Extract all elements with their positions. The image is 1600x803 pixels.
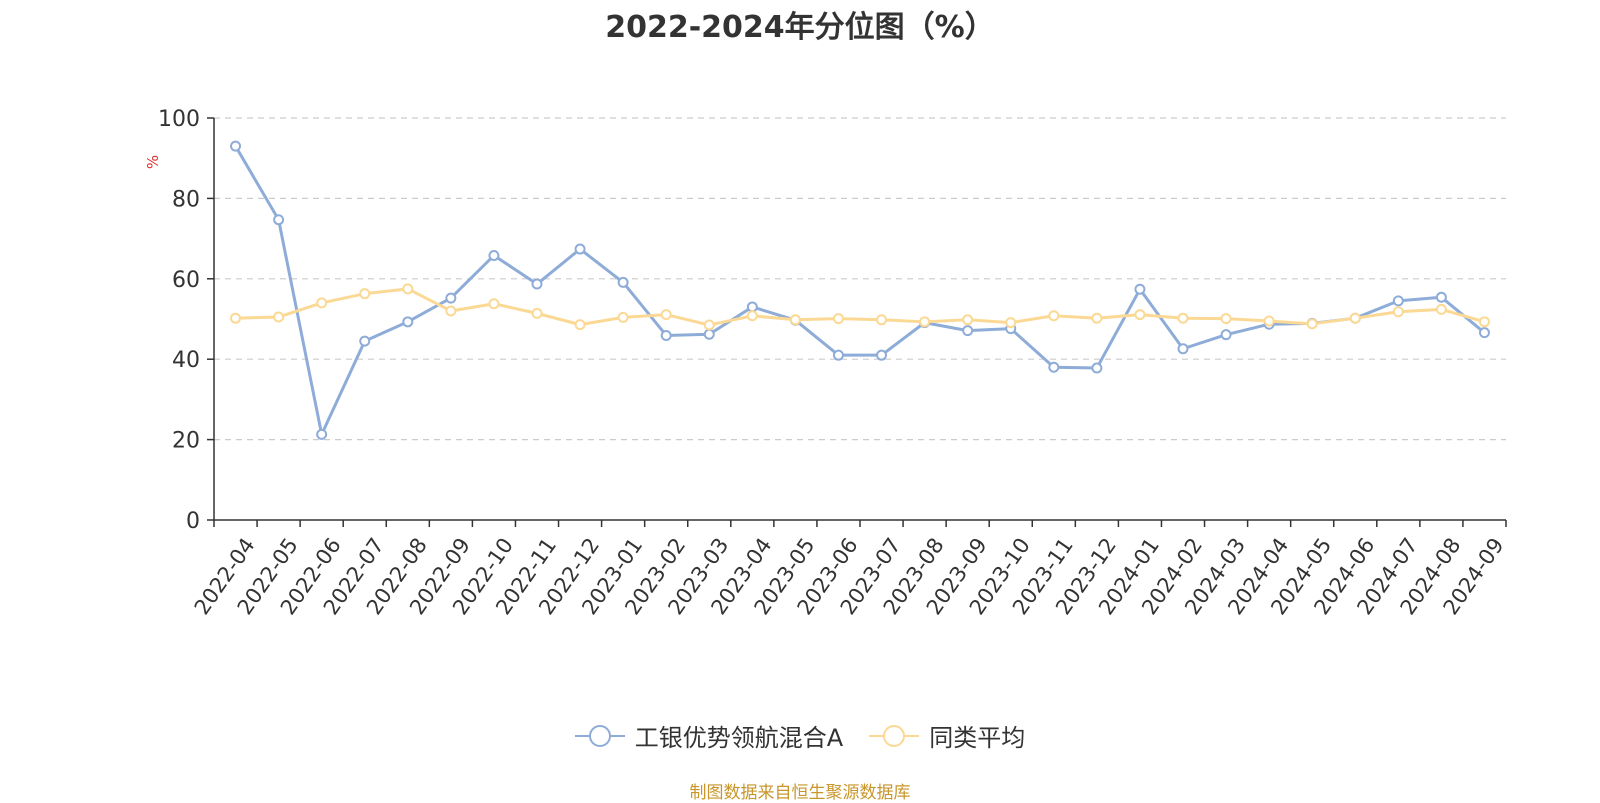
series-1-point-2023-11 bbox=[1048, 310, 1060, 322]
series-1-point-2022-11 bbox=[531, 307, 543, 319]
series-1-point-2023-04 bbox=[746, 310, 758, 322]
series-1-point-2022-08 bbox=[402, 283, 414, 295]
series-1-point-2024-05 bbox=[1306, 318, 1318, 330]
series-1-point-2022-07 bbox=[359, 288, 371, 300]
y-tick-label-100: 100 bbox=[158, 107, 200, 132]
source-note: 制图数据来自恒生聚源数据库 bbox=[689, 783, 911, 803]
series-0-point-2024-02 bbox=[1177, 343, 1189, 355]
series-1-point-2024-06 bbox=[1349, 312, 1361, 324]
series-1-point-2024-09 bbox=[1478, 316, 1490, 328]
series-1-point-2023-12 bbox=[1091, 312, 1103, 324]
series-0-point-2024-07 bbox=[1392, 295, 1404, 307]
series-1-point-2022-04 bbox=[230, 312, 242, 324]
series-0-point-2024-09 bbox=[1478, 327, 1490, 339]
series-0-point-2022-12 bbox=[574, 243, 586, 255]
series-0-point-2024-08 bbox=[1435, 291, 1447, 303]
series-0-point-2023-12 bbox=[1091, 362, 1103, 374]
series-1-point-2024-08 bbox=[1435, 303, 1447, 315]
series-1-point-2022-05 bbox=[273, 311, 285, 323]
series-0-point-2023-07 bbox=[876, 349, 888, 361]
series-1-point-2023-05 bbox=[789, 314, 801, 326]
series-0-point-2023-03 bbox=[703, 328, 715, 340]
series-1-point-2023-01 bbox=[617, 311, 629, 323]
series-0-point-2022-10 bbox=[488, 249, 500, 261]
series-1-point-2022-10 bbox=[488, 298, 500, 310]
legend-symbol-fund bbox=[574, 724, 625, 747]
series-1-point-2023-09 bbox=[962, 314, 974, 326]
series-1-point-2022-12 bbox=[574, 319, 586, 331]
grid-lines bbox=[214, 117, 1506, 441]
series-line-0 bbox=[234, 145, 1486, 436]
legend-item-fund[interactable]: 工银优势领航混合A bbox=[574, 718, 844, 753]
series-0-point-2023-11 bbox=[1048, 361, 1060, 373]
series-0-point-2022-05 bbox=[273, 214, 285, 226]
legend-label-fund: 工银优势领航混合A bbox=[634, 724, 844, 752]
legend-label-category-average: 同类平均 bbox=[929, 724, 1026, 752]
series-0-point-2023-02 bbox=[660, 329, 672, 341]
series-0-point-2022-08 bbox=[402, 316, 414, 328]
series-0-point-2022-07 bbox=[359, 335, 371, 347]
series-1-point-2023-08 bbox=[919, 316, 931, 328]
y-tick-label-0: 0 bbox=[186, 509, 200, 534]
series-0-point-2024-01 bbox=[1134, 283, 1146, 295]
series-0-point-2024-03 bbox=[1220, 329, 1232, 341]
series-1-point-2024-03 bbox=[1220, 313, 1232, 325]
series-0-point-2023-06 bbox=[832, 349, 844, 361]
series-1-point-2024-01 bbox=[1134, 309, 1146, 321]
series-1-point-2024-04 bbox=[1263, 315, 1275, 327]
series-1 bbox=[230, 283, 1490, 331]
series-0-point-2022-06 bbox=[316, 428, 328, 440]
chart-title: 2022-2024年分位图（%） bbox=[605, 10, 995, 45]
series-1-point-2023-07 bbox=[876, 314, 888, 326]
series-0-point-2023-04 bbox=[746, 301, 758, 313]
series-1-point-2022-09 bbox=[445, 305, 457, 317]
series-1-point-2024-07 bbox=[1392, 306, 1404, 318]
legend: 工银优势领航混合A 同类平均 bbox=[0, 718, 1600, 753]
y-tick-label-60: 60 bbox=[172, 268, 200, 293]
series-1-point-2023-06 bbox=[832, 313, 844, 325]
series-0 bbox=[230, 140, 1490, 440]
legend-symbol-category-average bbox=[869, 724, 920, 747]
y-axis-unit-label: % bbox=[144, 155, 162, 169]
series-1-point-2023-03 bbox=[703, 319, 715, 331]
legend-item-category-average[interactable]: 同类平均 bbox=[869, 718, 1025, 753]
series-1-point-2023-10 bbox=[1005, 317, 1017, 329]
y-tick-label-80: 80 bbox=[172, 187, 200, 212]
y-tick-label-20: 20 bbox=[172, 429, 200, 454]
series-0-point-2023-09 bbox=[962, 325, 974, 337]
series-0-point-2022-04 bbox=[230, 140, 242, 152]
axes: 0204060801002022-042022-052022-062022-07… bbox=[158, 107, 1509, 619]
series-1-point-2024-02 bbox=[1177, 312, 1189, 324]
series-0-point-2023-01 bbox=[617, 276, 629, 288]
series-1-point-2023-02 bbox=[660, 309, 672, 321]
y-tick-label-40: 40 bbox=[172, 348, 200, 373]
series-line-1 bbox=[235, 287, 1485, 327]
series-0-point-2022-11 bbox=[531, 278, 543, 290]
series-0-point-2022-09 bbox=[445, 292, 457, 304]
series-lines bbox=[230, 140, 1490, 440]
series-1-point-2022-06 bbox=[316, 297, 328, 309]
